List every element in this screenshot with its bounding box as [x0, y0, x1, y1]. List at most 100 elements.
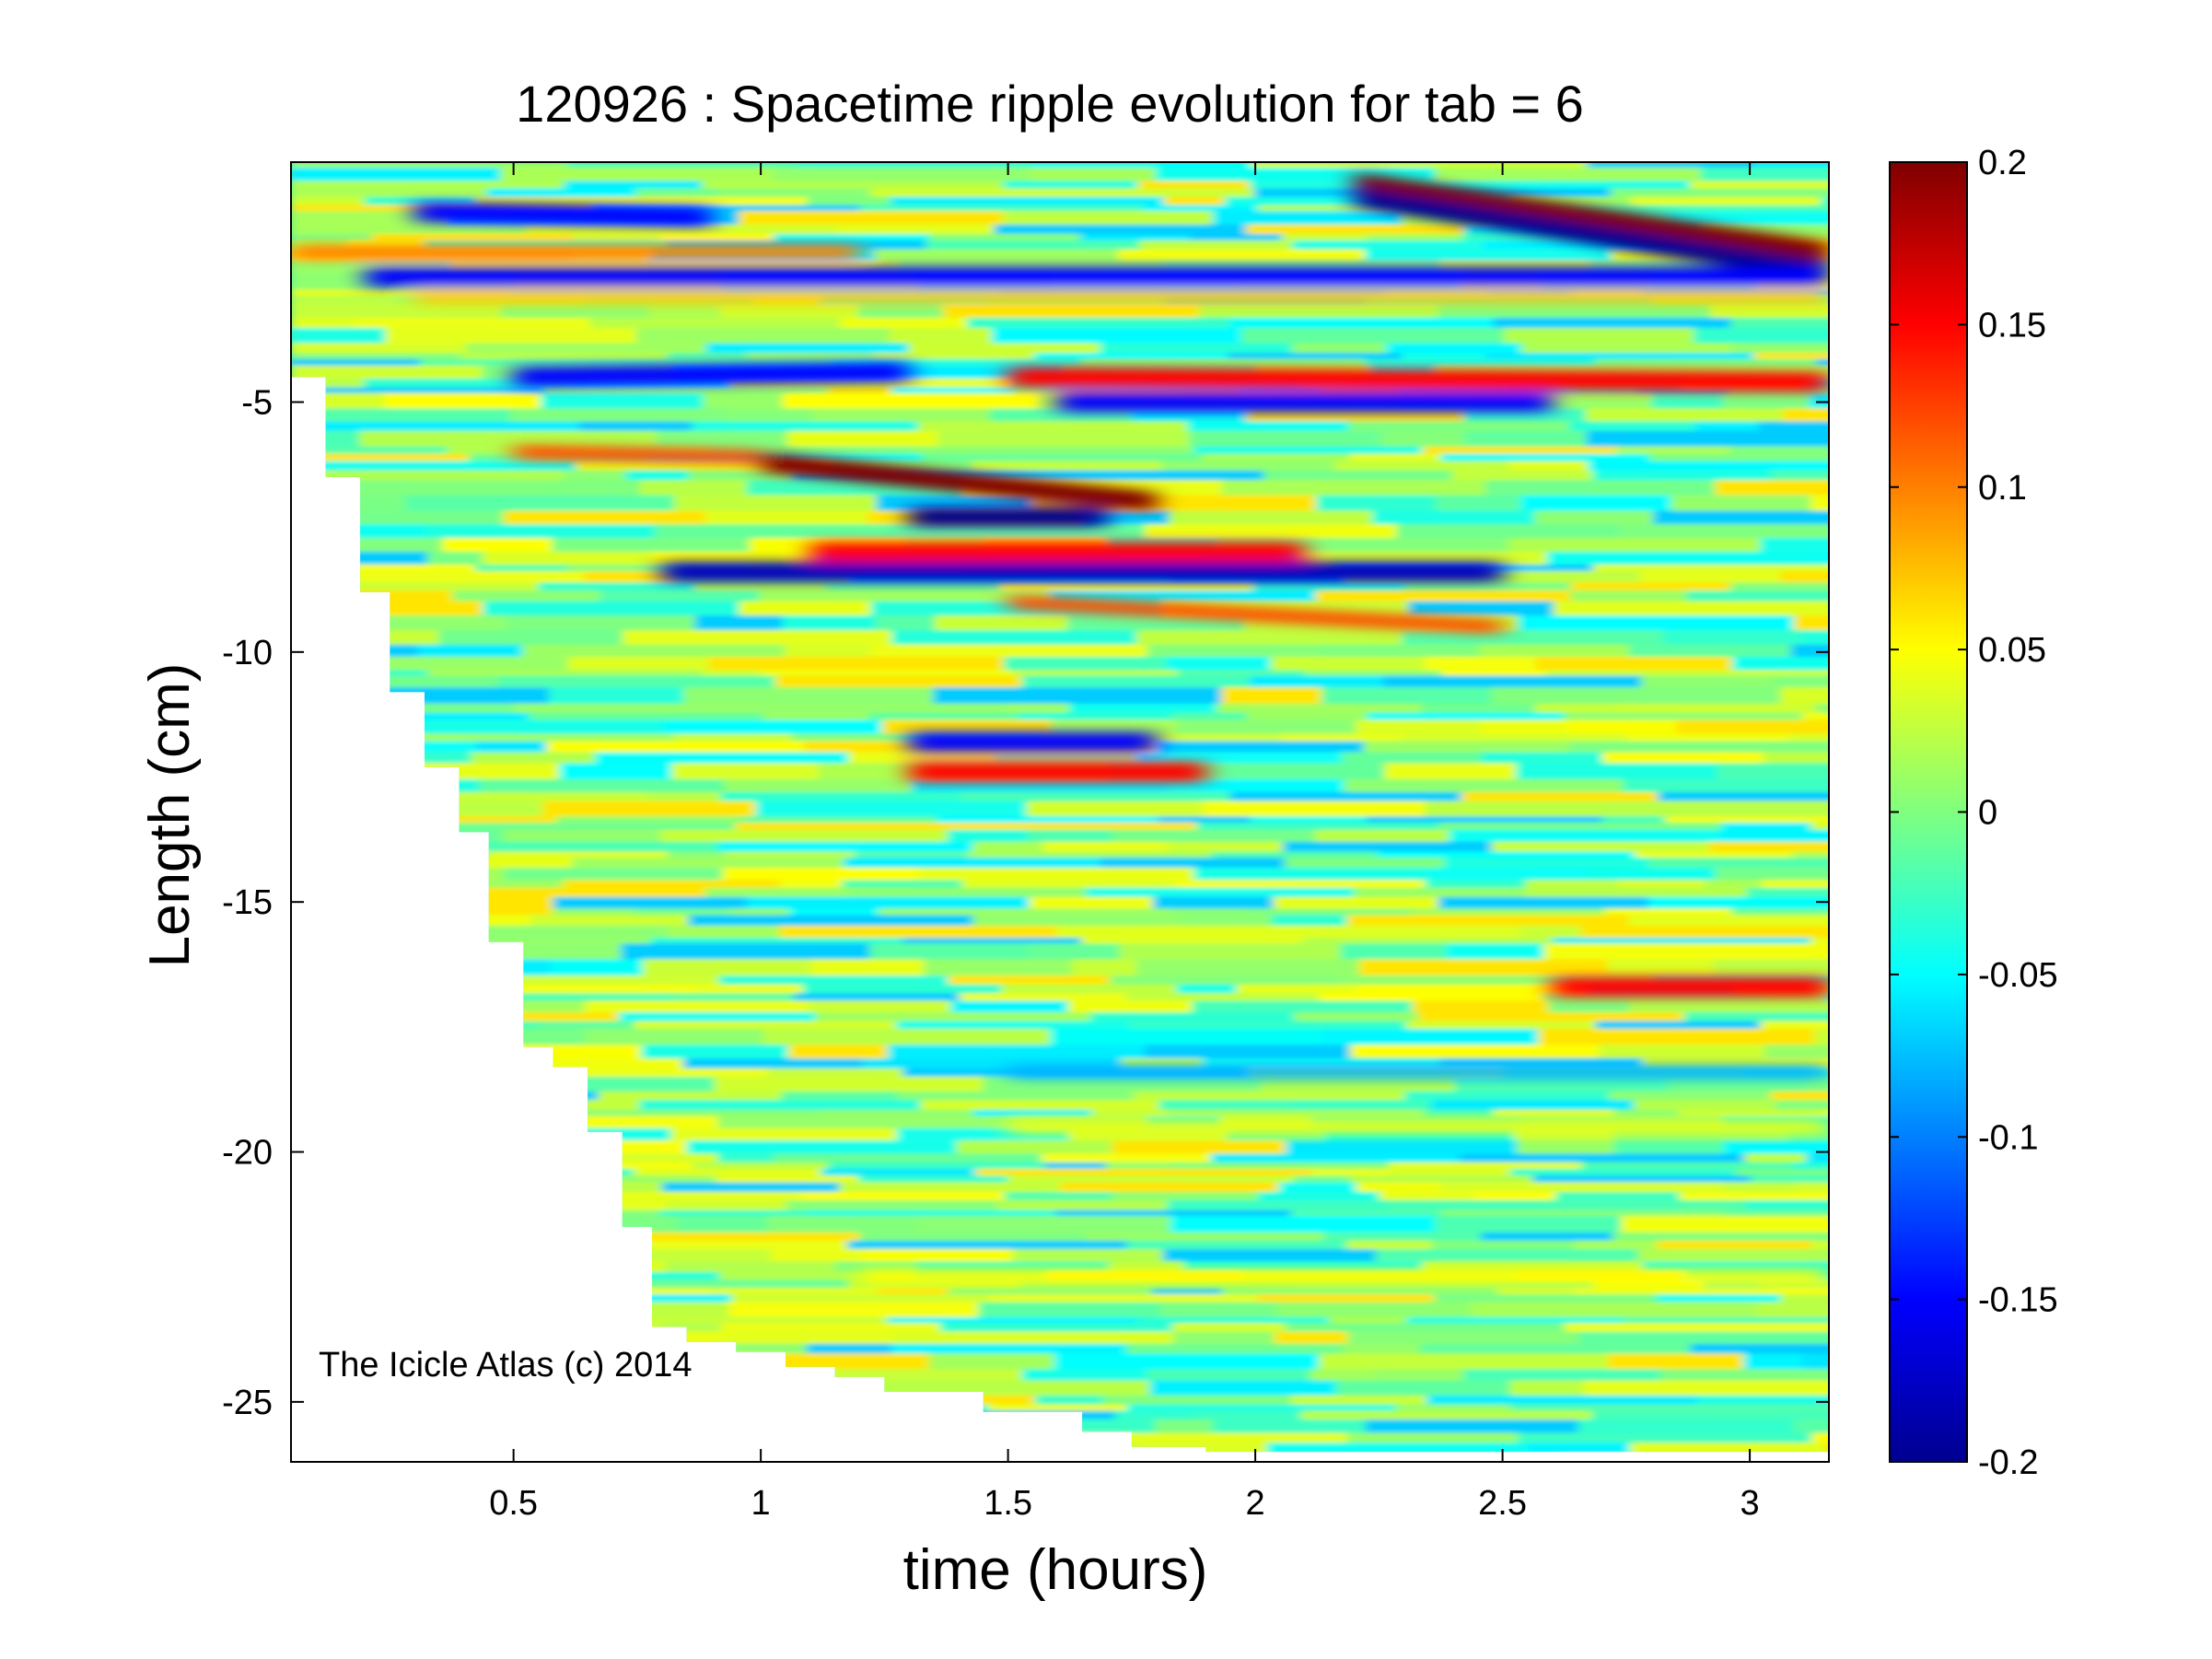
heatmap-cell	[1285, 1140, 1523, 1155]
heatmap-cell	[729, 1331, 900, 1345]
heatmap-cell	[1171, 1162, 1395, 1170]
heatmap-cell	[1667, 211, 1829, 226]
heatmap-cell	[486, 188, 642, 198]
heatmap-cell	[1147, 644, 1327, 658]
heatmap-cell	[1012, 470, 1270, 482]
heatmap-cell	[1480, 719, 1575, 735]
heatmap-cell	[1574, 1240, 1663, 1250]
heatmap-cell	[688, 470, 797, 482]
heatmap-cell	[1316, 495, 1441, 512]
heatmap-cell	[660, 829, 953, 843]
heatmap-cell	[492, 851, 673, 859]
heatmap-cell	[1520, 343, 1737, 354]
heatmap-cell	[456, 1045, 647, 1060]
heatmap-cell	[541, 1127, 677, 1141]
heatmap-cell	[789, 908, 884, 917]
heatmap-cell	[701, 1419, 875, 1434]
heatmap-cell	[548, 687, 689, 705]
heatmap-cell	[1574, 1288, 1787, 1295]
heatmap-cell	[1401, 353, 1491, 360]
heatmap-cell	[1731, 908, 1829, 917]
heatmap-cell	[546, 741, 809, 754]
heatmap-cell	[1356, 719, 1486, 735]
heatmap-cell	[995, 752, 1142, 765]
heatmap-cell	[1167, 1109, 1430, 1117]
heatmap-cell	[648, 358, 838, 367]
heatmap-cell	[1346, 1432, 1523, 1444]
heatmap-cell	[594, 752, 855, 765]
heatmap-cell	[291, 925, 378, 939]
heatmap-cell	[663, 1323, 727, 1333]
heatmap-cell	[384, 392, 546, 410]
heatmap-cell	[573, 1232, 865, 1242]
heatmap-cell	[1164, 188, 1260, 198]
heatmap-cell	[1278, 1182, 1362, 1193]
heatmap-cell	[1610, 188, 1829, 198]
heatmap-cell	[1586, 430, 1829, 448]
heatmap-cell	[1403, 582, 1577, 591]
heatmap-cell	[877, 1288, 954, 1295]
heatmap-cell	[708, 656, 1009, 672]
heatmap-cell	[452, 590, 606, 602]
heatmap-cell	[291, 495, 411, 512]
heatmap-cell	[385, 328, 642, 345]
heatmap-cell	[666, 1199, 792, 1211]
heatmap-cell	[1515, 763, 1723, 780]
heatmap-cell	[1321, 687, 1497, 705]
heatmap-cell	[1170, 712, 1252, 721]
heatmap-cell	[1162, 1249, 1382, 1263]
heatmap-cell	[1710, 304, 1829, 319]
heatmap-cell	[402, 1216, 470, 1233]
heatmap-cell	[590, 1209, 666, 1217]
heatmap-cell	[730, 1294, 995, 1303]
heatmap-cell	[291, 630, 445, 646]
heatmap-cell	[1653, 510, 1816, 526]
heatmap-cell	[943, 304, 1205, 319]
heatmap-cell	[704, 1404, 809, 1412]
heatmap-cell	[920, 1100, 1165, 1111]
heatmap-cell	[291, 204, 378, 212]
heatmap-cell	[542, 800, 762, 818]
heatmap-cell	[1041, 733, 1286, 742]
y-tick-label: -10	[222, 634, 273, 672]
heatmap-cell	[1493, 1109, 1620, 1117]
heatmap-cell	[478, 778, 729, 793]
heatmap-cell	[625, 470, 694, 482]
heatmap-cell	[1396, 524, 1625, 539]
heatmap-cell	[291, 1175, 363, 1184]
heatmap-cell	[1613, 1140, 1729, 1155]
heatmap-cell	[1170, 778, 1350, 793]
heatmap-cell	[1794, 1182, 1829, 1193]
x-tick-label: 3	[1740, 1484, 1760, 1523]
heatmap-cell	[1250, 816, 1372, 824]
heatmap-cell	[1068, 703, 1223, 714]
heatmap-cell	[797, 162, 1038, 169]
heatmap-cell	[556, 816, 749, 824]
heatmap-cell	[577, 1294, 737, 1303]
heatmap-cell	[1190, 234, 1287, 241]
heatmap-cell	[936, 816, 1164, 824]
heatmap-cell	[1228, 353, 1407, 360]
heatmap-cell	[1434, 1294, 1662, 1303]
heatmap-cell	[686, 1140, 962, 1155]
heatmap-cell	[1464, 430, 1592, 448]
heatmap-cell	[291, 937, 451, 945]
heatmap-cell	[291, 712, 535, 721]
ripple-feature	[909, 731, 1157, 753]
heatmap-cell	[1690, 181, 1829, 190]
heatmap-cell	[291, 829, 509, 843]
heatmap-cell	[1570, 590, 1693, 602]
heatmap-cell	[988, 1294, 1263, 1303]
heatmap-cell	[1635, 851, 1799, 859]
heatmap-cell	[483, 551, 658, 566]
heatmap-cell	[635, 328, 895, 345]
heatmap-cell	[1548, 1000, 1635, 1013]
heatmap-cell	[1774, 675, 1829, 689]
heatmap-cell	[1304, 670, 1448, 677]
heatmap-cell	[1085, 887, 1359, 898]
heatmap-cell	[1802, 712, 1829, 721]
heatmap-cell	[811, 1443, 957, 1456]
heatmap-cell	[868, 712, 1024, 721]
heatmap-cell	[656, 430, 793, 448]
heatmap-cell	[1570, 582, 1736, 591]
